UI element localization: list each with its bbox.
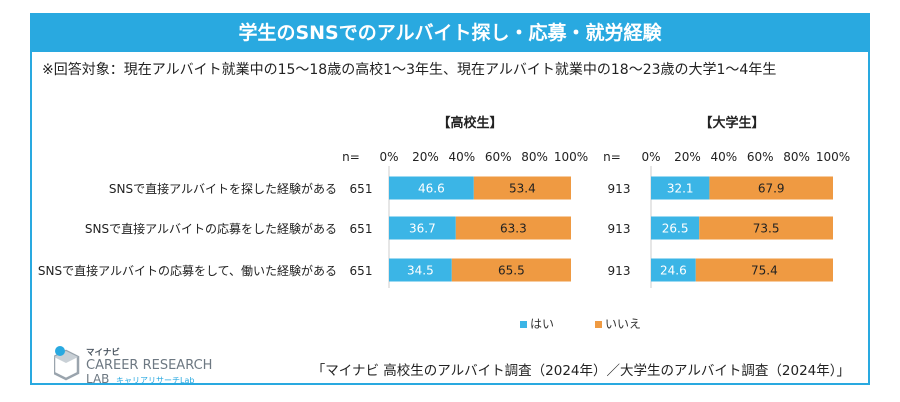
chart-frame: 学生のSNSでのアルバイト探し・応募・就労経験 ※回答対象：現在アルバイト就業中… [30,13,870,387]
career-research-lab-logo: マイナビ CAREER RESEARCH LAB キャリアリサーチLab [52,345,254,387]
bar-segment-no [473,176,571,200]
data-label: 63.3 [500,222,527,236]
x-tick-label: 80% [783,150,810,164]
data-label: 65.5 [498,264,525,278]
bar-segment-yes [389,216,456,240]
data-label: 36.7 [409,222,436,236]
bar-segment-yes [389,258,452,282]
data-label: 73.5 [753,222,780,236]
logo-top-text: マイナビ [86,347,120,358]
data-label: 46.6 [418,182,445,196]
data-label: 32.1 [667,182,694,196]
x-tick-label: 0% [379,150,398,164]
n-value: 913 [608,222,631,236]
category-label: SNSで直接アルバイトの応募をして、働いた経験がある [38,263,337,278]
logo-mark-icon: マイナビ CAREER RESEARCH LAB キャリアリサーチLab [52,346,212,386]
legend-item-yes: はい [520,315,554,332]
n-label: n= [603,150,621,164]
data-label: 34.5 [407,264,434,278]
category-label: SNSで直接アルバイトの応募をした経験がある [85,221,337,236]
logo-sub: キャリアリサーチLab [116,376,194,385]
bar-segment-no [709,176,833,200]
category-label: SNSで直接アルバイトを探した経験がある [109,181,337,196]
bar-segment-yes [651,216,700,240]
data-label: 75.4 [751,264,778,278]
stacked-bar-chart: SNSで直接アルバイトを探した経験がある SNSで直接アルバイトの応募をした経験が… [38,115,850,288]
x-tick-label: 60% [747,150,774,164]
x-tick-label: 0% [641,150,660,164]
data-label: 24.6 [660,264,687,278]
x-tick-label: 20% [674,150,701,164]
bar-segment-no [695,258,833,282]
logo-line1: CAREER RESEARCH [86,358,212,373]
bar-segment-no [455,216,571,240]
data-label: 67.9 [758,182,785,196]
n-value: 651 [350,264,373,278]
x-tick-label: 40% [710,150,737,164]
n-label: n= [342,150,360,164]
x-tick-label: 100% [816,150,850,164]
n-value: 651 [350,222,373,236]
n-value: 913 [608,264,631,278]
panel-title: 【高校生】 [437,115,502,131]
legend-label-no: いいえ [605,317,642,331]
logo-line2: LAB [86,372,109,386]
source-note: 「マイナビ 高校生のアルバイト調査（2024年）／大学生のアルバイト調査（202… [311,363,850,379]
legend-swatch-yes [520,321,527,328]
chart-title: 学生のSNSでのアルバイト探し・応募・就労経験 [32,15,868,52]
x-tick-label: 100% [554,150,588,164]
legend-item-no: いいえ [595,315,641,332]
x-tick-label: 20% [412,150,439,164]
bar-segment-yes [651,176,710,200]
n-value: 913 [608,182,631,196]
n-value: 651 [350,182,373,196]
legend-label-yes: はい [530,317,555,331]
bar-segment-yes [651,258,696,282]
bar-segment-no [451,258,571,282]
data-label: 26.5 [662,222,689,236]
x-tick-label: 40% [448,150,475,164]
legend-swatch-no [595,321,602,328]
x-tick-label: 60% [485,150,512,164]
x-tick-label: 80% [521,150,548,164]
data-label: 53.4 [509,182,536,196]
bar-segment-no [699,216,833,240]
respondent-note: ※回答対象：現在アルバイト就業中の15～18歳の高校1～3年生、現在アルバイト就… [42,62,777,78]
bar-segment-yes [389,176,474,200]
panel-title: 【大学生】 [699,115,764,131]
